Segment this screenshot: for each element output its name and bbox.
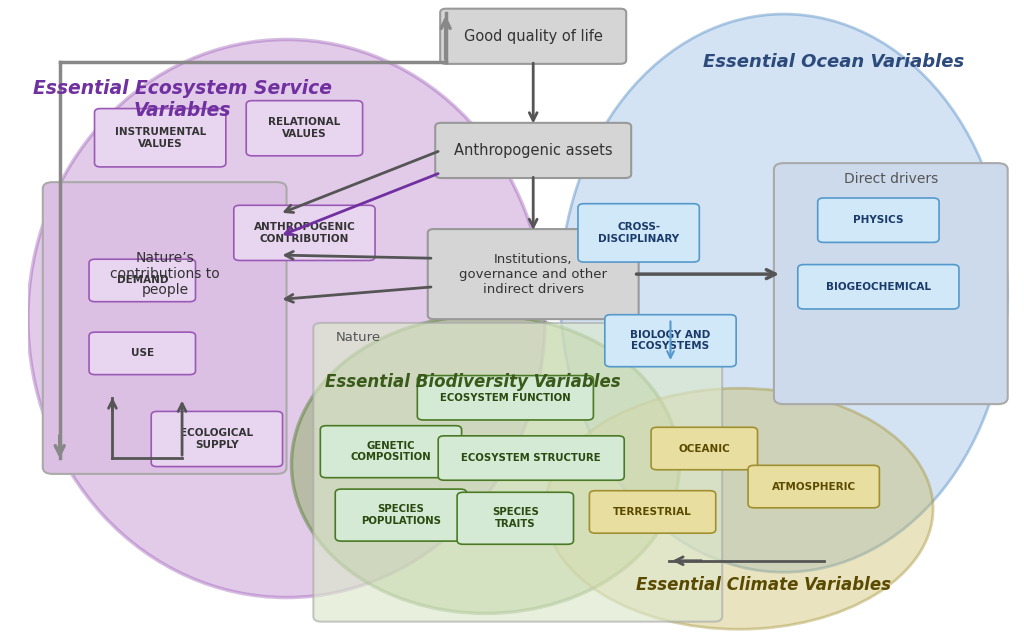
- FancyBboxPatch shape: [440, 9, 627, 64]
- FancyBboxPatch shape: [435, 123, 631, 178]
- Text: Good quality of life: Good quality of life: [464, 29, 603, 44]
- FancyBboxPatch shape: [428, 229, 639, 319]
- FancyBboxPatch shape: [578, 204, 699, 262]
- FancyBboxPatch shape: [590, 490, 716, 533]
- Text: Essential Climate Variables: Essential Climate Variables: [637, 576, 892, 594]
- Text: Direct drivers: Direct drivers: [844, 172, 938, 186]
- FancyBboxPatch shape: [94, 108, 226, 167]
- Text: Essential Ecosystem Service
Variables: Essential Ecosystem Service Variables: [33, 79, 332, 120]
- Text: USE: USE: [131, 348, 154, 359]
- FancyBboxPatch shape: [605, 315, 736, 367]
- Text: RELATIONAL
VALUES: RELATIONAL VALUES: [268, 117, 341, 139]
- Text: ECOSYSTEM FUNCTION: ECOSYSTEM FUNCTION: [440, 393, 570, 403]
- Text: SPECIES
TRAITS: SPECIES TRAITS: [492, 508, 539, 529]
- Text: Essential Biodiversity Variables: Essential Biodiversity Variables: [325, 373, 621, 391]
- Text: ANTHROPOGENIC
CONTRIBUTION: ANTHROPOGENIC CONTRIBUTION: [254, 222, 355, 244]
- Text: Nature: Nature: [336, 331, 381, 344]
- Text: GENETIC
COMPOSITION: GENETIC COMPOSITION: [350, 441, 431, 462]
- FancyBboxPatch shape: [43, 182, 287, 474]
- Text: ECOSYSTEM STRUCTURE: ECOSYSTEM STRUCTURE: [462, 453, 601, 463]
- Text: OCEANIC: OCEANIC: [679, 443, 730, 454]
- FancyBboxPatch shape: [798, 264, 958, 309]
- Text: DEMAND: DEMAND: [117, 275, 168, 285]
- FancyBboxPatch shape: [89, 259, 196, 302]
- Text: BIOLOGY AND
ECOSYSTEMS: BIOLOGY AND ECOSYSTEMS: [631, 330, 711, 352]
- FancyBboxPatch shape: [418, 376, 593, 420]
- Text: SPECIES
POPULATIONS: SPECIES POPULATIONS: [360, 505, 441, 526]
- FancyBboxPatch shape: [321, 426, 462, 478]
- FancyBboxPatch shape: [774, 163, 1008, 404]
- FancyBboxPatch shape: [89, 332, 196, 375]
- Ellipse shape: [28, 39, 545, 598]
- FancyBboxPatch shape: [246, 101, 362, 156]
- FancyBboxPatch shape: [457, 492, 573, 544]
- FancyBboxPatch shape: [233, 205, 375, 261]
- FancyBboxPatch shape: [818, 198, 939, 243]
- Ellipse shape: [292, 315, 680, 613]
- FancyBboxPatch shape: [335, 489, 467, 541]
- Text: INSTRUMENTAL
VALUES: INSTRUMENTAL VALUES: [115, 127, 206, 148]
- FancyBboxPatch shape: [749, 465, 880, 508]
- Text: ATMOSPHERIC: ATMOSPHERIC: [772, 482, 856, 492]
- FancyBboxPatch shape: [313, 323, 722, 622]
- FancyBboxPatch shape: [651, 427, 758, 469]
- Text: TERRESTRIAL: TERRESTRIAL: [613, 507, 692, 517]
- Text: PHYSICS: PHYSICS: [853, 215, 903, 225]
- Text: ECOLOGICAL
SUPPLY: ECOLOGICAL SUPPLY: [180, 428, 254, 450]
- Text: Nature’s
contributions to
people: Nature’s contributions to people: [111, 251, 220, 297]
- Text: Essential Ocean Variables: Essential Ocean Variables: [703, 53, 965, 71]
- FancyBboxPatch shape: [152, 412, 283, 466]
- Text: BIOGEOCHEMICAL: BIOGEOCHEMICAL: [826, 282, 931, 292]
- FancyBboxPatch shape: [438, 436, 625, 480]
- Text: Institutions,
governance and other
indirect drivers: Institutions, governance and other indir…: [459, 253, 607, 296]
- Ellipse shape: [545, 389, 933, 629]
- Ellipse shape: [560, 14, 1008, 572]
- Text: CROSS-
DISCIPLINARY: CROSS- DISCIPLINARY: [598, 222, 679, 244]
- Text: Anthropogenic assets: Anthropogenic assets: [454, 143, 612, 158]
